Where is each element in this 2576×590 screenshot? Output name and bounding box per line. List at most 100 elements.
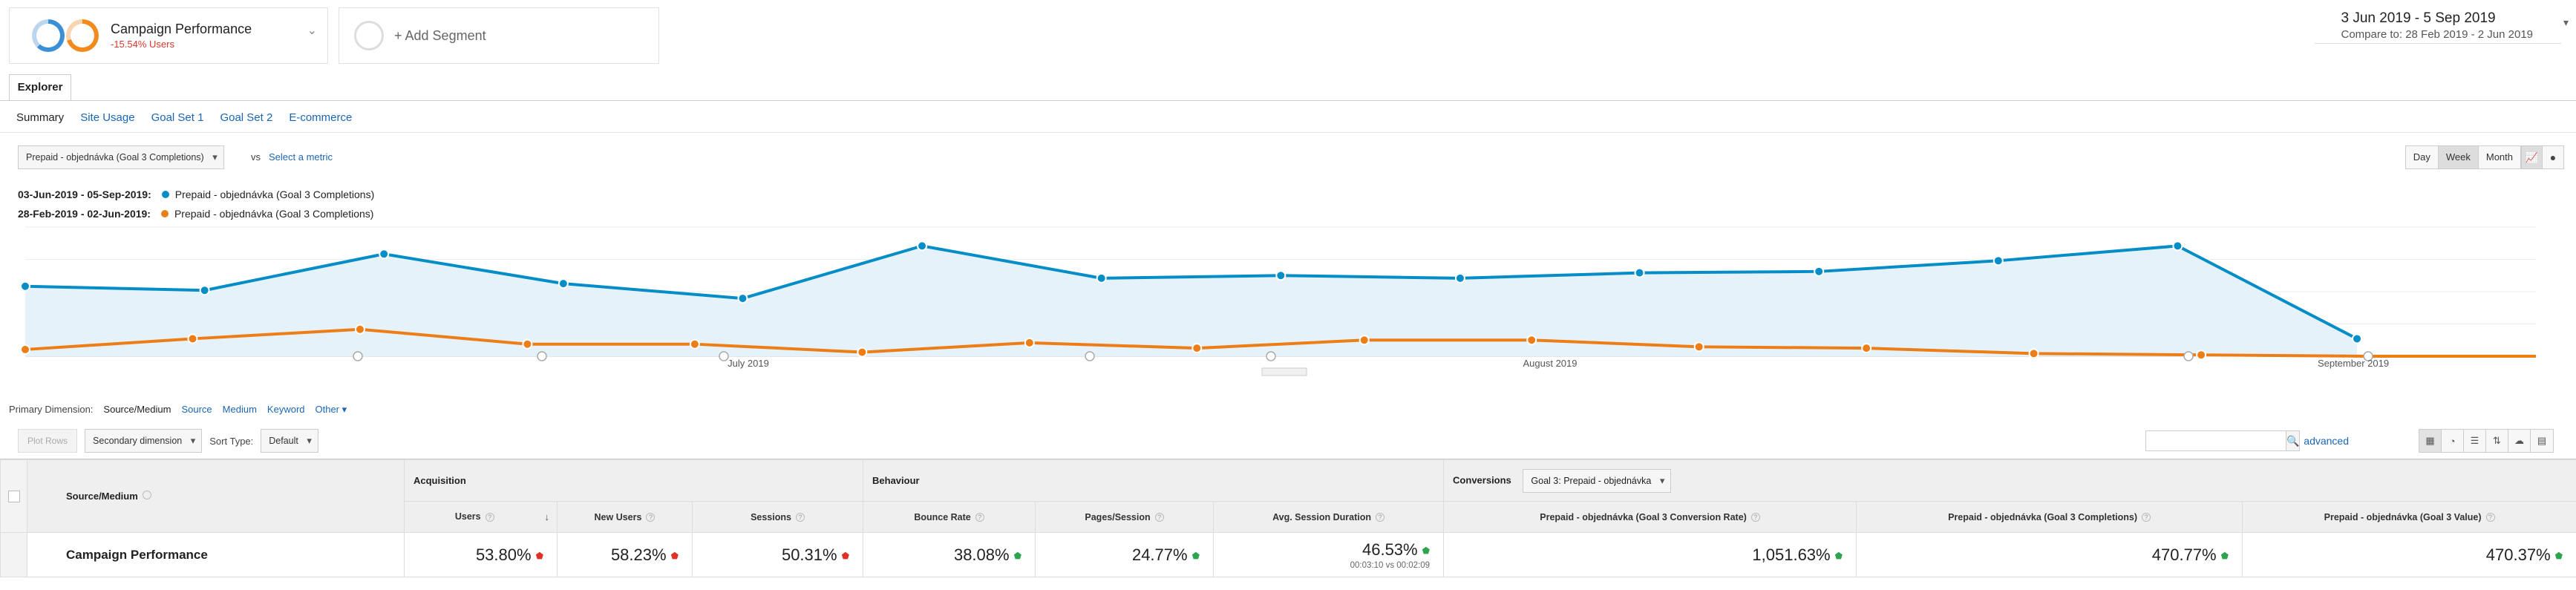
add-segment-card[interactable]: + Add Segment <box>339 7 659 64</box>
col-goal3-value[interactable]: Prepaid - objednávka (Goal 3 Value)? <box>2242 501 2576 533</box>
arrow-up-icon: ⬟ <box>1834 550 1843 561</box>
x-tick-label: July 2019 <box>728 358 769 369</box>
value-text: 58.23% <box>610 545 667 564</box>
col-sessions[interactable]: Sessions? <box>691 501 864 533</box>
col-label: Prepaid - objednávka (Goal 3 Completions… <box>1948 511 2137 522</box>
col-new-users[interactable]: New Users? <box>557 501 693 533</box>
subtab-goal-set-2[interactable]: Goal Set 2 <box>220 111 273 124</box>
arrow-down-icon: ⬟ <box>535 550 543 561</box>
chevron-down-icon[interactable]: ▾ <box>2563 16 2569 28</box>
motion-chart-icon[interactable]: ● <box>2543 146 2563 168</box>
value-new-users: 58.23% ⬟ <box>557 532 693 577</box>
select-all-checkbox[interactable] <box>7 490 20 502</box>
line-chart-icon[interactable]: 📈 <box>2522 146 2543 168</box>
sort-type-select[interactable]: Default <box>261 429 318 453</box>
dimension-other[interactable]: Other ▾ <box>315 404 347 415</box>
dimension-source[interactable]: Source <box>181 404 212 415</box>
segment-card-campaign-performance[interactable]: Campaign Performance -15.54% Users ⌄ <box>9 7 328 64</box>
table-row: Campaign Performance 53.80% ⬟ 58.23% ⬟ 50.… <box>0 532 2576 577</box>
plot-rows-button[interactable]: Plot Rows <box>18 429 78 453</box>
pie-view-icon[interactable]: ◔ <box>2442 430 2464 452</box>
help-icon[interactable]: ? <box>795 513 805 522</box>
dimension-keyword[interactable]: Keyword <box>267 404 305 415</box>
data-point <box>1096 272 1107 283</box>
help-icon[interactable]: ? <box>975 513 984 522</box>
granularity-week-button[interactable]: Week <box>2438 146 2479 168</box>
pivot-view-icon[interactable]: ▤ <box>2531 430 2553 452</box>
value-text: 1,051.63% <box>1752 545 1831 564</box>
annotation-marker <box>537 351 547 361</box>
arrow-down-icon: ⬟ <box>841 550 850 561</box>
date-range-selector[interactable]: 3 Jun 2019 - 5 Sep 2019 Compare to: 28 F… <box>2341 10 2533 41</box>
col-users[interactable]: Users? ↓ <box>404 501 558 533</box>
select-metric-link[interactable]: Select a metric <box>269 151 333 163</box>
secondary-dimension-select[interactable]: Secondary dimension <box>85 429 203 453</box>
term-cloud-view-icon[interactable]: ☁ <box>2508 430 2531 452</box>
col-label: Prepaid - objednávka (Goal 3 Value) <box>2324 511 2482 522</box>
col-label: Pages/Session <box>1085 511 1151 522</box>
primary-dimension-bar: Primary Dimension: Source/Medium Source … <box>9 404 347 416</box>
data-point <box>558 278 569 289</box>
select-all-cell <box>0 459 27 533</box>
help-icon[interactable] <box>142 491 151 499</box>
x-tick-label: September 2019 <box>2318 358 2389 369</box>
dimension-medium[interactable]: Medium <box>222 404 257 415</box>
data-table-view-icon[interactable]: ▦ <box>2419 430 2442 452</box>
comparison-view-icon[interactable]: ⇅ <box>2486 430 2508 452</box>
granularity-day-button[interactable]: Day <box>2405 146 2439 168</box>
advanced-filter-link[interactable]: advanced <box>2304 435 2349 447</box>
value-text: 470.77% <box>2151 545 2217 564</box>
dimension-source-medium[interactable]: Source/Medium <box>103 404 171 415</box>
data-point <box>522 338 533 350</box>
data-point <box>1275 270 1287 281</box>
metric-select[interactable]: Prepaid - objednávka (Goal 3 Completions… <box>18 145 224 169</box>
data-point <box>1526 335 1537 346</box>
data-point <box>1359 335 1370 346</box>
legend-label: Prepaid - objednávka (Goal 3 Completions… <box>174 208 374 220</box>
subtab-site-usage[interactable]: Site Usage <box>80 111 135 124</box>
date-range-compare: Compare to: 28 Feb 2019 - 2 Jun 2019 <box>2341 28 2533 41</box>
table-search-input[interactable] <box>2146 431 2286 450</box>
value-goal3-value: 470.37% ⬟ <box>2242 532 2576 577</box>
add-segment-circle-icon <box>354 21 384 50</box>
value-goal3-completions: 470.77% ⬟ <box>1856 532 2243 577</box>
conversion-goal-select[interactable]: Goal 3: Prepaid - objednávka <box>1523 468 1672 493</box>
legend-row-previous: 28-Feb-2019 - 02-Jun-2019: Prepaid - obj… <box>18 208 373 220</box>
value-sessions: 50.31% ⬟ <box>691 532 864 577</box>
value-text: 50.31% <box>781 545 837 564</box>
subtab-goal-set-1[interactable]: Goal Set 1 <box>151 111 204 124</box>
conversions-label: Conversions <box>1453 473 1511 485</box>
primary-dimension-label: Primary Dimension: <box>9 404 94 415</box>
dimension-header[interactable]: Source/Medium <box>27 459 405 533</box>
legend-label: Prepaid - objednávka (Goal 3 Completions… <box>174 189 375 200</box>
arrow-down-icon: ⬟ <box>670 550 679 561</box>
tab-explorer[interactable]: Explorer <box>9 74 71 101</box>
data-point <box>20 281 30 292</box>
performance-view-icon[interactable]: ☰ <box>2464 430 2486 452</box>
col-bounce-rate[interactable]: Bounce Rate? <box>863 501 1036 533</box>
help-icon[interactable]: ? <box>1750 513 1760 522</box>
subtab-summary[interactable]: Summary <box>16 111 65 124</box>
granularity-month-button[interactable]: Month <box>2478 146 2520 168</box>
col-goal3-conversion-rate[interactable]: Prepaid - objednávka (Goal 3 Conversion … <box>1443 501 1857 533</box>
data-point <box>857 347 868 358</box>
search-icon[interactable]: 🔍 <box>2286 431 2300 450</box>
col-goal3-completions[interactable]: Prepaid - objednávka (Goal 3 Completions… <box>1856 501 2243 533</box>
chevron-down-icon[interactable]: ⌄ <box>307 24 317 37</box>
help-icon[interactable]: ? <box>2142 513 2151 522</box>
help-icon[interactable]: ? <box>1375 513 1385 522</box>
col-pages-session[interactable]: Pages/Session? <box>1035 501 1215 533</box>
annotation-marker <box>719 351 729 361</box>
data-point <box>2352 333 2362 344</box>
report-table: Source/Medium Acquisition Behaviour Conv… <box>0 459 2576 590</box>
help-icon[interactable]: ? <box>1154 513 1164 522</box>
segment-donut-icon <box>66 19 99 52</box>
data-point <box>2028 348 2039 359</box>
help-icon[interactable]: ? <box>646 513 656 522</box>
subtab-e-commerce[interactable]: E-commerce <box>289 111 353 124</box>
col-avg-session-duration[interactable]: Avg. Session Duration? <box>1213 501 1445 533</box>
help-icon[interactable]: ? <box>2485 513 2495 522</box>
chart-collapse-handle <box>1261 367 1307 376</box>
sort-desc-icon[interactable]: ↓ <box>544 511 550 522</box>
help-icon[interactable]: ? <box>485 512 494 522</box>
